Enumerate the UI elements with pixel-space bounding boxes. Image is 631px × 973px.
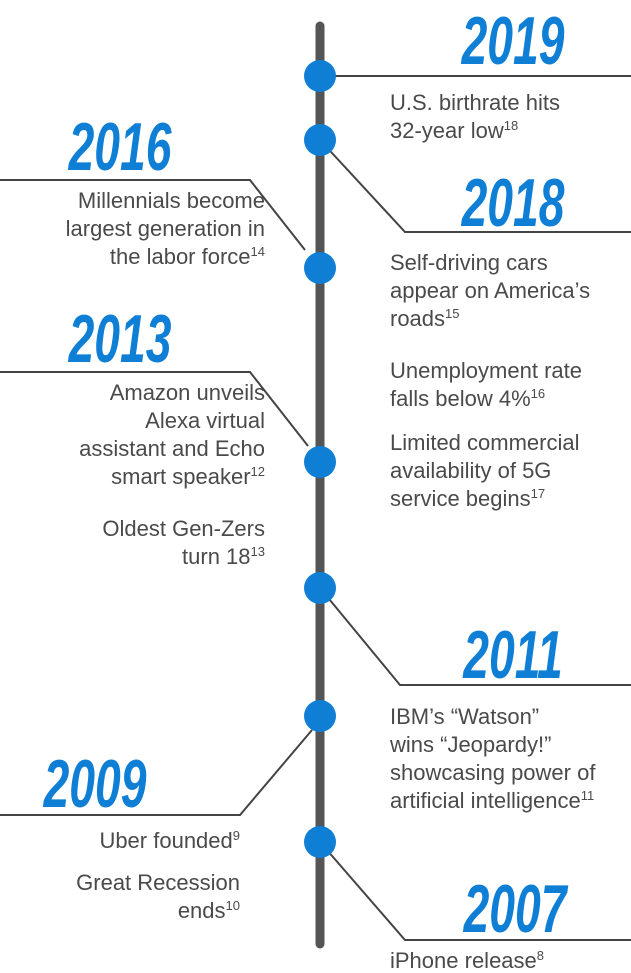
footnote: 9	[233, 828, 240, 843]
timeline-dot	[304, 700, 336, 732]
footnote: 13	[251, 544, 265, 559]
text-line: assistant and Echo	[79, 436, 265, 461]
text-line: Alexa virtual	[145, 408, 265, 433]
text-line: ends	[178, 898, 226, 923]
timeline-dot	[304, 252, 336, 284]
event-text: U.S. birthrate hits 32-year low18	[390, 90, 560, 143]
year: 2009	[43, 746, 147, 822]
timeline-dot	[304, 446, 336, 478]
connector	[0, 729, 313, 816]
timeline-dot	[304, 572, 336, 604]
footnote: 11	[581, 788, 595, 803]
connector	[0, 179, 306, 251]
text-line: the labor force	[110, 244, 251, 269]
year: 2019	[461, 3, 565, 79]
event-text: Uber founded9	[99, 828, 240, 853]
text-line: U.S. birthrate hits	[390, 90, 560, 115]
footnote: 17	[531, 486, 545, 501]
text-line: showcasing power of	[390, 760, 596, 785]
footnote: 18	[504, 118, 518, 133]
text-line: 32-year low	[390, 118, 504, 143]
text-line: Self-driving cars	[390, 250, 548, 275]
event-text: Great Recession ends10	[76, 870, 240, 923]
year: 2013	[68, 301, 172, 377]
text-line: turn 18	[182, 544, 251, 569]
connector	[319, 841, 631, 941]
text-line: appear on America’s	[390, 278, 590, 303]
text-line: smart speaker	[111, 464, 250, 489]
event-text: Limited commercial availability of 5G serv…	[390, 430, 580, 511]
text-line: Millennials become	[78, 188, 265, 213]
text-line: artificial intelligence	[390, 788, 581, 813]
text-line: availability of 5G	[390, 458, 551, 483]
footnote: 14	[251, 244, 265, 259]
timeline-dot	[304, 124, 336, 156]
text-line: roads	[390, 306, 445, 331]
event-text: Millennials become largest generation in t…	[66, 188, 265, 269]
connector	[0, 371, 309, 447]
footnote: 16	[531, 386, 545, 401]
text-line: IBM’s “Watson”	[390, 704, 539, 729]
year: 2011	[463, 617, 563, 693]
event-text: Unemployment rate falls below 4%16	[390, 358, 582, 411]
event-text: Amazon unveils Alexa virtual assistant and…	[79, 380, 265, 489]
event-text: iPhone release8	[390, 948, 544, 973]
footnote: 12	[251, 464, 265, 479]
footnote: 10	[226, 898, 240, 913]
text-line: largest generation in	[66, 216, 265, 241]
year: 2016	[68, 109, 172, 185]
text-line: service begins	[390, 486, 531, 511]
connector	[319, 139, 631, 233]
text-line: falls below 4%	[390, 386, 531, 411]
text-line: Unemployment rate	[390, 358, 582, 383]
text-line: Uber founded	[99, 828, 232, 853]
event-text: Self-driving cars appear on America’s road…	[390, 250, 590, 331]
connector	[319, 587, 631, 686]
timeline-dot	[304, 826, 336, 858]
footnote: 8	[537, 948, 544, 963]
footnote: 15	[445, 306, 459, 321]
text-line: wins “Jeopardy!”	[389, 732, 551, 757]
timeline-dot	[304, 60, 336, 92]
text-line: iPhone release	[390, 948, 537, 973]
text-line: Oldest Gen-Zers	[102, 516, 265, 541]
text-line: Amazon unveils	[110, 380, 265, 405]
event-text: Oldest Gen-Zers turn 1813	[102, 516, 265, 569]
event-text: IBM’s “Watson” wins “Jeopardy!” showcasing…	[389, 704, 596, 813]
text-line: Great Recession	[76, 870, 240, 895]
year: 2018	[461, 165, 565, 241]
text-line: Limited commercial	[390, 430, 580, 455]
year: 2007	[463, 871, 569, 947]
